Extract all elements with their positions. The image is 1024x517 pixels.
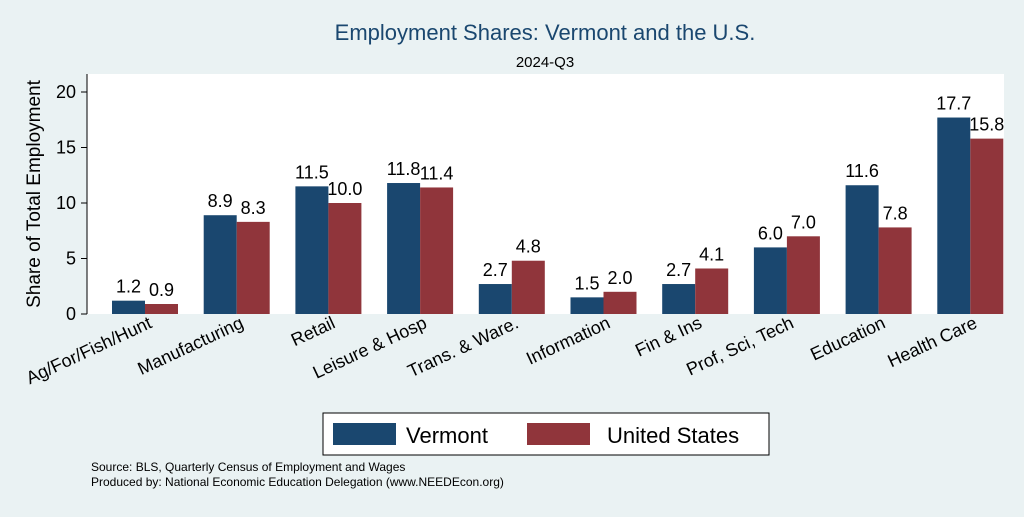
y-tick-label: 5 (66, 249, 76, 269)
bar-vermont (203, 215, 237, 314)
data-label-united-states: 8.3 (241, 198, 266, 218)
bar-united-states (236, 221, 270, 314)
bar-vermont (112, 300, 145, 314)
bar-united-states (970, 138, 1004, 314)
x-tick-label: Health Care (884, 312, 980, 371)
data-label-united-states: 4.8 (516, 237, 541, 257)
x-tick-label: Information (523, 312, 613, 368)
data-label-vermont: 1.2 (116, 277, 141, 297)
data-label-vermont: 1.5 (574, 273, 599, 293)
bar-vermont (845, 185, 879, 314)
bar-united-states (695, 268, 729, 314)
data-label-united-states: 4.1 (699, 244, 724, 264)
data-label-united-states: 15.8 (969, 115, 1004, 135)
y-axis-ticks: 0 5 10 15 20 (56, 82, 87, 324)
x-tick-label: Fin & Ins (632, 312, 705, 360)
data-label-vermont: 2.7 (483, 260, 508, 280)
bar-united-states (145, 304, 178, 314)
bar-united-states (511, 260, 545, 314)
y-tick-label: 10 (56, 193, 76, 213)
x-tick-label: Education (807, 312, 888, 364)
data-label-vermont: 2.7 (666, 260, 691, 280)
legend: Vermont United States (322, 412, 770, 456)
x-tick-label: Manufacturing (135, 312, 247, 378)
bar-united-states (786, 236, 820, 314)
legend-swatch-vermont (333, 423, 396, 445)
data-label-vermont: 17.7 (936, 94, 971, 114)
bar-vermont (387, 183, 421, 314)
data-label-united-states: 11.4 (420, 163, 454, 183)
data-label-vermont: 11.5 (295, 162, 329, 182)
chart-subtitle: 2024-Q3 (516, 54, 574, 71)
bar-united-states (420, 187, 454, 314)
bar-vermont (662, 284, 696, 314)
data-label-united-states: 7.8 (883, 203, 908, 223)
x-tick-label: Ag/For/Fish/Hunt (23, 312, 155, 388)
y-axis-title: Share of Total Employment (24, 79, 45, 307)
legend-swatch-united-states (527, 423, 590, 445)
bar-vermont (753, 247, 787, 314)
bar-united-states (328, 203, 362, 314)
data-label-vermont: 6.0 (758, 223, 783, 243)
y-tick-label: 20 (56, 82, 76, 102)
legend-label-united-states: United States (607, 423, 739, 448)
bar-united-states (878, 227, 912, 314)
produced-by-note: Produced by: National Economic Education… (91, 475, 504, 489)
source-note: Source: BLS, Quarterly Census of Employm… (91, 460, 406, 474)
data-label-united-states: 0.9 (149, 280, 174, 300)
bar-vermont (937, 117, 971, 314)
data-label-united-states: 7.0 (791, 212, 816, 232)
bars (112, 117, 1004, 314)
bar-vermont (570, 297, 604, 314)
x-tick-label: Retail (288, 312, 338, 350)
y-tick-label: 15 (56, 138, 76, 158)
data-label-united-states: 10.0 (327, 179, 362, 199)
bar-vermont (295, 186, 329, 314)
chart-title: Employment Shares: Vermont and the U.S. (335, 20, 756, 45)
value-labels: 1.2 0.9 8.9 8.3 11.510.0 11.8 11.4 2.7 4.8 1.5 2.0… (116, 94, 1004, 300)
y-tick-label: 0 (66, 304, 76, 324)
bar-vermont (478, 284, 512, 314)
data-label-vermont: 11.8 (387, 159, 421, 179)
data-label-united-states: 2.0 (607, 268, 632, 288)
legend-label-vermont: Vermont (406, 423, 488, 448)
bar-united-states (603, 291, 637, 314)
data-label-vermont: 11.6 (845, 161, 879, 181)
data-label-vermont: 8.9 (208, 191, 233, 211)
